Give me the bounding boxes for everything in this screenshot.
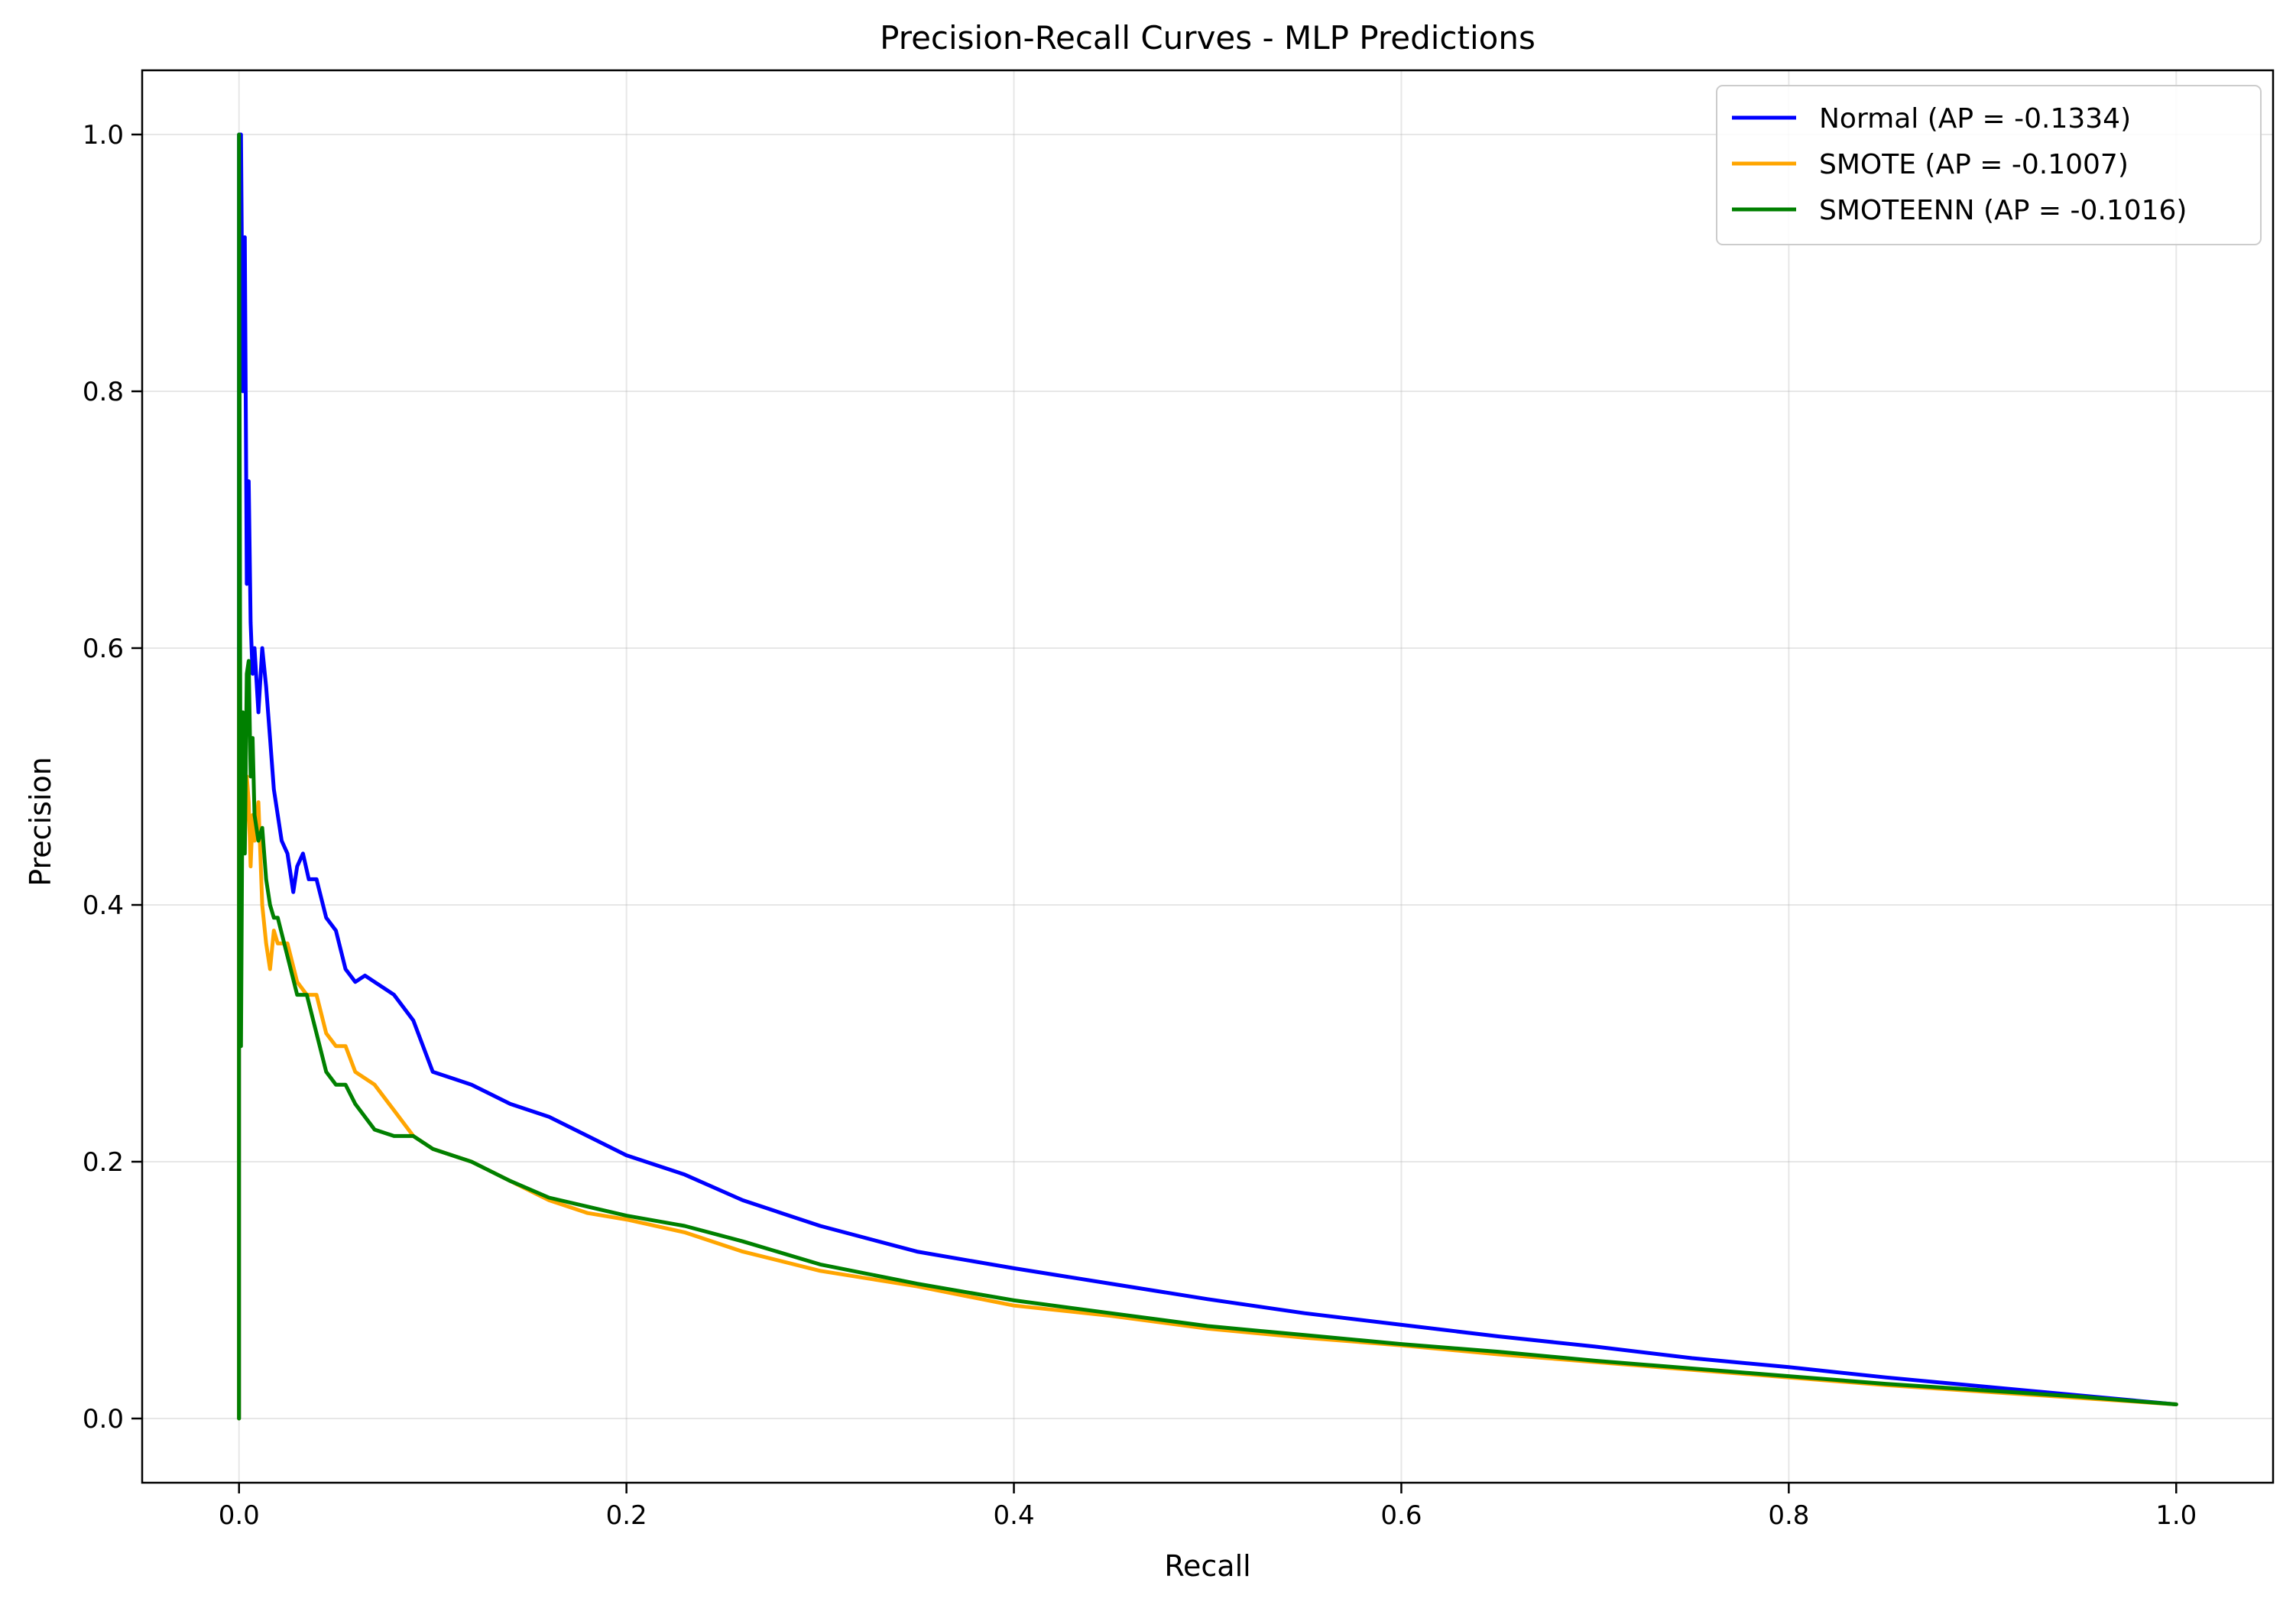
y-axis-label: Precision (24, 757, 57, 887)
legend-label-2: SMOTE (AP = -0.1007) (1819, 149, 2129, 180)
y-tick-label: 1.0 (83, 120, 124, 151)
y-tick-label: 0.6 (83, 634, 124, 664)
x-tick-label: 0.4 (994, 1500, 1035, 1531)
series-line-2 (237, 659, 2178, 1421)
y-tick-label: 0.2 (83, 1147, 124, 1178)
x-tick-label: 0.8 (1768, 1500, 1809, 1531)
grid-lines (142, 70, 2273, 1483)
legend-box (1716, 85, 2262, 245)
plot-frame (141, 69, 2275, 1484)
x-tick-label: 0.0 (219, 1500, 260, 1531)
legend-label-1: Normal (AP = -0.1334) (1819, 103, 2131, 135)
x-axis-label: Recall (1164, 1549, 1250, 1583)
axis-ticks: 0.0 0.2 0.4 0.6 0.8 1.0 0.0 0.2 0.4 0.6 0.8 1.0 (83, 120, 2197, 1531)
x-tick-label: 0.6 (1380, 1500, 1422, 1531)
legend-label-3: SMOTEENN (AP = -0.1016) (1819, 195, 2187, 226)
series-line-3 (237, 132, 2178, 1421)
series-lines (237, 132, 2178, 1421)
y-tick-label: 0.4 (83, 890, 124, 921)
y-tick-label: 0.0 (83, 1404, 124, 1435)
legend: Normal (AP = -0.1334) SMOTE (AP = -0.1007… (1716, 85, 2262, 245)
chart-title: Precision-Recall Curves - MLP Prediction… (880, 19, 1536, 57)
series-line-1 (237, 132, 2178, 1421)
x-tick-label: 1.0 (2155, 1500, 2197, 1531)
y-tick-label: 0.8 (83, 377, 124, 407)
x-tick-label: 0.2 (606, 1500, 647, 1531)
